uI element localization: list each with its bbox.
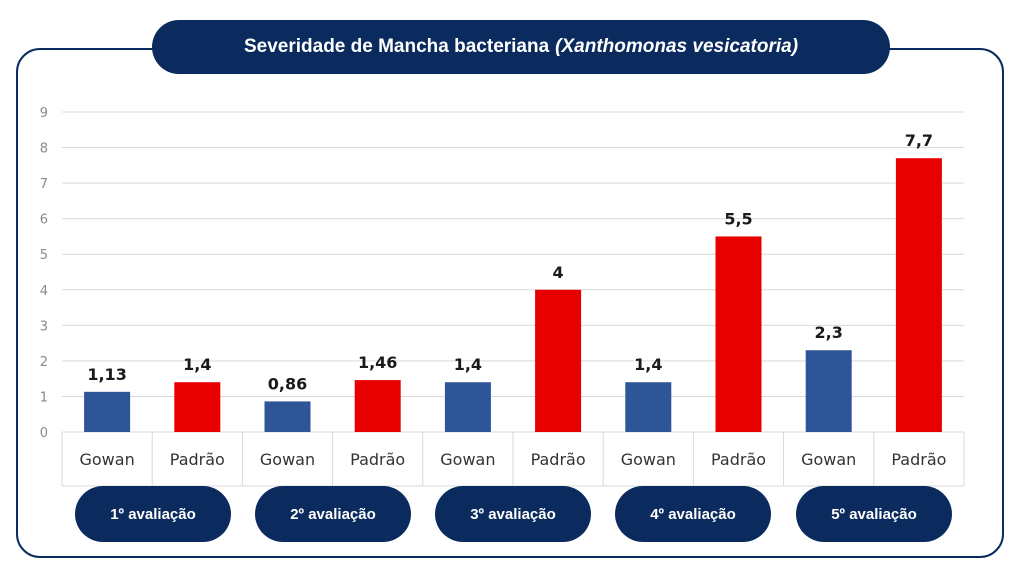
bar-padrao: [174, 382, 221, 432]
category-label: Padrão: [350, 450, 405, 469]
data-label: 5,5: [724, 209, 752, 228]
bar-gowan: [264, 401, 311, 432]
y-tick-label: 7: [40, 177, 48, 192]
data-label: 1,4: [454, 355, 482, 374]
chart-title-italic: (Xanthomonas vesicatoria): [555, 36, 799, 57]
y-tick-label: 0: [40, 426, 48, 441]
y-tick-label: 2: [40, 355, 48, 370]
chart-title-main: Severidade de Mancha bacteriana: [243, 36, 550, 57]
data-label: 4: [553, 263, 564, 282]
data-label: 1,4: [183, 355, 211, 374]
bar-padrao: [354, 380, 401, 432]
category-label: Gowan: [260, 450, 315, 469]
category-label: Padrão: [711, 450, 766, 469]
bar-gowan: [444, 382, 491, 432]
data-label: 1,46: [358, 353, 397, 372]
group-label-5: 5º avaliação: [796, 486, 952, 542]
y-tick-label: 3: [40, 319, 48, 334]
y-tick-label: 1: [40, 390, 48, 405]
bar-padrao: [535, 289, 582, 432]
data-label: 1,4: [634, 355, 662, 374]
y-tick-label: 4: [40, 284, 48, 299]
category-label: Padrão: [170, 450, 225, 469]
chart-frame: [16, 48, 1004, 558]
y-tick-label: 9: [40, 106, 48, 121]
category-label: Padrão: [891, 450, 946, 469]
group-label-3: 3º avaliação: [435, 486, 591, 542]
bar-padrao: [895, 158, 942, 432]
bar-gowan: [84, 391, 131, 432]
category-label: Gowan: [621, 450, 676, 469]
bar-padrao: [715, 236, 762, 432]
bar-gowan: [625, 382, 672, 432]
y-tick-label: 5: [40, 248, 48, 263]
data-label: 1,13: [87, 365, 126, 384]
group-label-2: 2º avaliação: [255, 486, 411, 542]
category-label: Gowan: [79, 450, 134, 469]
bar-gowan: [805, 350, 852, 432]
category-label: Gowan: [440, 450, 495, 469]
data-label: 2,3: [815, 323, 843, 342]
y-tick-label: 6: [40, 213, 48, 228]
group-label-1: 1º avaliação: [75, 486, 231, 542]
y-tick-label: 8: [40, 142, 48, 157]
category-label: Padrão: [531, 450, 586, 469]
data-label: 7,7: [905, 131, 933, 150]
data-label: 0,86: [268, 374, 307, 393]
chart-title: Severidade de Mancha bacteriana (Xanthom…: [152, 20, 890, 74]
group-label-4: 4º avaliação: [615, 486, 771, 542]
category-label: Gowan: [801, 450, 856, 469]
